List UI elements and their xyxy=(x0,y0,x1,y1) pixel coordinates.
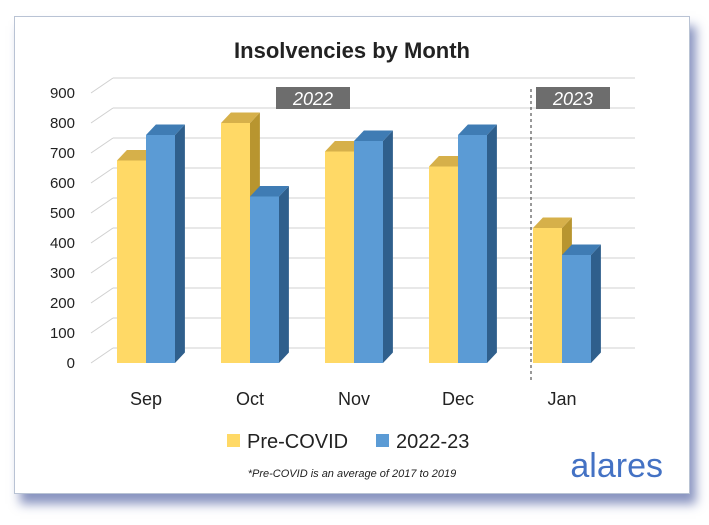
legend-swatch xyxy=(376,434,389,447)
bar-pre-covid-oct xyxy=(221,123,250,363)
bar-pre-covid-jan xyxy=(533,228,562,363)
y-tick-label: 800 xyxy=(50,115,75,132)
bar-2022-23-sep xyxy=(146,135,175,363)
y-tick-label: 900 xyxy=(50,85,75,102)
bar-top xyxy=(354,130,393,141)
gridline-depth xyxy=(90,167,114,184)
legend-swatch xyxy=(227,434,240,447)
bar-pre-covid-dec xyxy=(429,166,458,363)
gridline-depth xyxy=(90,257,114,274)
bar-2022-23-jan xyxy=(562,255,591,363)
bar-top xyxy=(533,217,572,228)
bar-side xyxy=(591,244,601,363)
gridline-depth xyxy=(90,287,114,304)
gridline-depth xyxy=(90,137,114,154)
gridline-depth xyxy=(90,227,114,244)
y-tick-label: 100 xyxy=(50,325,75,342)
gridline-depth xyxy=(90,317,114,334)
bar-top xyxy=(250,186,289,197)
gridline-depth xyxy=(90,77,114,94)
chart: 0 100 200 300 400 500 600 700 800 900 Insolvencies… xyxy=(50,38,663,485)
y-tick-label: 0 xyxy=(67,355,75,372)
bar-top xyxy=(146,124,185,135)
x-tick-label: Sep xyxy=(130,389,162,409)
year-badge xyxy=(536,87,610,109)
y-tick-label: 700 xyxy=(50,145,75,162)
year-badge-label: 2022 xyxy=(292,89,333,109)
y-tick-label: 300 xyxy=(50,265,75,282)
legend-label: Pre-COVID xyxy=(247,431,348,453)
bar-top xyxy=(458,124,497,135)
bar-2022-23-nov xyxy=(354,141,383,363)
x-tick-label: Oct xyxy=(236,389,264,409)
gridline-depth xyxy=(90,197,114,214)
bar-side xyxy=(383,130,393,363)
bar-2022-23-oct xyxy=(250,196,279,363)
y-tick-label: 500 xyxy=(50,205,75,222)
year-badge-label: 2023 xyxy=(552,89,593,109)
y-tick-label: 600 xyxy=(50,175,75,192)
bar-side xyxy=(487,124,497,363)
chart-frame: 0 100 200 300 400 500 600 700 800 900 Insolvencies… xyxy=(14,16,690,494)
bar-pre-covid-sep xyxy=(117,160,146,363)
x-tick-label: Nov xyxy=(338,389,370,409)
x-tick-label: Jan xyxy=(547,389,576,409)
y-tick-label: 200 xyxy=(50,295,75,312)
chart-title: Insolvencies by Month xyxy=(234,38,470,63)
bar-pre-covid-nov xyxy=(325,151,354,363)
x-tick-label: Dec xyxy=(442,389,474,409)
bar-top xyxy=(562,244,601,255)
y-tick-label: 400 xyxy=(50,235,75,252)
gridline-depth xyxy=(90,107,114,124)
bar-side xyxy=(279,186,289,363)
bar-side xyxy=(175,124,185,363)
year-badge xyxy=(276,87,350,109)
brand-logo: alares xyxy=(570,447,663,485)
footnote: *Pre-COVID is an average of 2017 to 2019 xyxy=(248,468,457,480)
bar-top xyxy=(221,112,260,123)
legend-label: 2022-23 xyxy=(396,431,469,453)
bar-2022-23-dec xyxy=(458,135,487,363)
gridline-depth xyxy=(90,347,114,364)
